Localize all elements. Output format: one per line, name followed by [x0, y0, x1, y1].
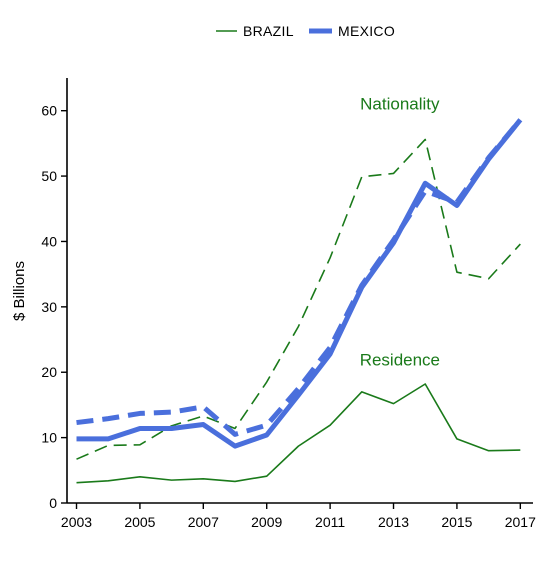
series-line-mexico-nationality [76, 118, 523, 437]
y-tick-label: 50 [41, 168, 57, 184]
legend-label-brazil: BRAZIL [243, 23, 294, 39]
annotation-residence: Residence [360, 351, 440, 370]
x-tick-label: 2013 [378, 514, 409, 530]
legend: BRAZIL MEXICO [216, 23, 395, 39]
annotations: Nationality Residence [360, 94, 440, 369]
x-tick-label: 2017 [505, 514, 536, 530]
y-tick-label: 0 [49, 495, 57, 511]
y-tick-label: 10 [41, 430, 57, 446]
y-ticks: 0 10 20 30 40 50 60 [41, 103, 67, 511]
legend-label-mexico: MEXICO [338, 23, 395, 39]
annotation-nationality: Nationality [360, 94, 440, 113]
x-tick-label: 2015 [441, 514, 472, 530]
x-tick-label: 2011 [315, 514, 345, 530]
y-axis-label: $ Billions [11, 261, 28, 321]
series-lines [76, 118, 523, 484]
series-line-brazil-residence [76, 383, 521, 484]
y-tick-label: 60 [41, 103, 57, 119]
x-ticks: 2003 2005 2007 2009 2011 2013 2015 2017 [61, 503, 536, 530]
series-line-mexico-residence [76, 118, 523, 449]
x-tick-label: 2009 [251, 514, 282, 530]
y-tick-label: 20 [41, 364, 57, 380]
series-line-brazil-nationality [76, 138, 521, 460]
y-tick-label: 30 [41, 299, 57, 315]
x-tick-label: 2005 [124, 514, 155, 530]
x-tick-label: 2003 [61, 514, 92, 530]
x-tick-label: 2007 [188, 514, 219, 530]
y-tick-label: 40 [41, 233, 57, 249]
